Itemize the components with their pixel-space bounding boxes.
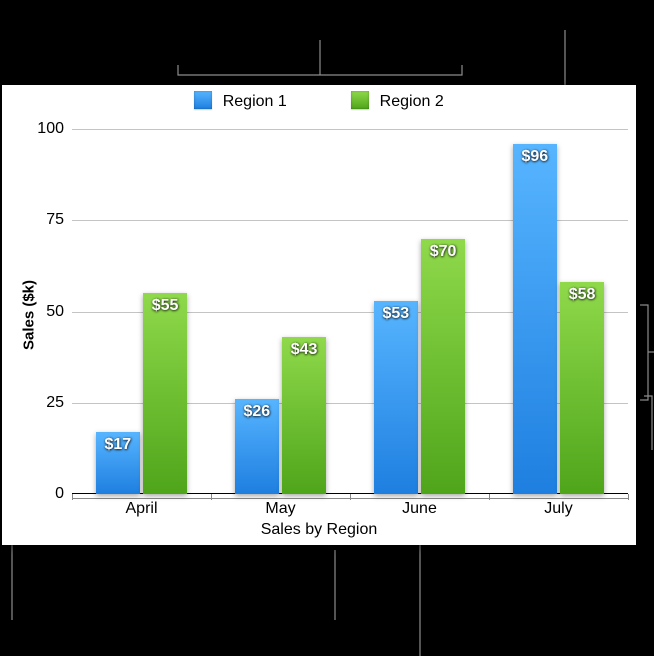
bar: $58 bbox=[560, 282, 604, 494]
plot-area: 0255075100April$17$55May$26$43June$53$70… bbox=[72, 129, 628, 494]
y-tick-label: 100 bbox=[37, 120, 64, 138]
bar-value-label: $26 bbox=[235, 403, 279, 421]
bar-value-label: $55 bbox=[143, 297, 187, 315]
figure-root: Region 1 Region 2 Sales ($k) 0 25 50 75 100 A… bbox=[0, 0, 654, 656]
bar: $55 bbox=[143, 293, 187, 494]
legend-item-2: Region 2 bbox=[351, 91, 444, 111]
legend-swatch-1 bbox=[194, 91, 212, 109]
legend-item-1: Region 1 bbox=[194, 91, 287, 111]
x-tick-label: April bbox=[125, 500, 157, 518]
bar: $53 bbox=[374, 301, 418, 494]
legend-label-2: Region 2 bbox=[380, 93, 444, 110]
bar-value-label: $53 bbox=[374, 305, 418, 323]
chart-legend: Region 1 Region 2 bbox=[2, 91, 636, 111]
bar-value-label: $70 bbox=[421, 243, 465, 261]
x-tick-label: May bbox=[265, 500, 295, 518]
x-tick-mark bbox=[211, 494, 212, 500]
x-tick-label: July bbox=[544, 500, 572, 518]
x-tick-label: June bbox=[402, 500, 437, 518]
y-tick-label: 50 bbox=[46, 303, 64, 321]
x-tick-mark bbox=[489, 494, 490, 500]
x-tick-mark bbox=[628, 494, 629, 500]
bar: $26 bbox=[235, 399, 279, 494]
bar-value-label: $17 bbox=[96, 436, 140, 454]
y-tick-label: 0 bbox=[55, 485, 64, 503]
chart-card: Region 1 Region 2 Sales ($k) 0 25 50 75 100 A… bbox=[2, 85, 636, 545]
x-axis-title: Sales by Region bbox=[2, 521, 636, 539]
x-tick-mark bbox=[350, 494, 351, 500]
y-axis-label: Sales ($k) bbox=[21, 280, 38, 350]
legend-label-1: Region 1 bbox=[223, 93, 287, 110]
bar-value-label: $96 bbox=[513, 148, 557, 166]
y-tick-label: 25 bbox=[46, 394, 64, 412]
bar-value-label: $43 bbox=[282, 341, 326, 359]
bar: $43 bbox=[282, 337, 326, 494]
y-tick-label: 75 bbox=[46, 211, 64, 229]
legend-swatch-2 bbox=[351, 91, 369, 109]
bar: $70 bbox=[421, 239, 465, 495]
grid-line bbox=[72, 129, 628, 130]
bar: $96 bbox=[513, 144, 557, 494]
bar-value-label: $58 bbox=[560, 286, 604, 304]
bar: $17 bbox=[96, 432, 140, 494]
x-tick-mark bbox=[72, 494, 73, 500]
